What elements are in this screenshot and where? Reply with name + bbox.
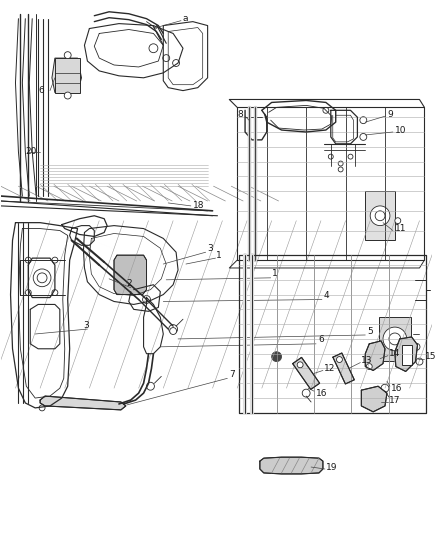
Text: 9: 9 bbox=[387, 110, 393, 119]
Text: 17: 17 bbox=[389, 395, 400, 405]
Circle shape bbox=[370, 206, 390, 225]
Circle shape bbox=[25, 257, 31, 263]
Text: 3: 3 bbox=[208, 244, 213, 253]
Polygon shape bbox=[333, 353, 354, 384]
Circle shape bbox=[413, 343, 420, 350]
Text: 19: 19 bbox=[326, 463, 337, 472]
Circle shape bbox=[52, 289, 58, 296]
Text: 3: 3 bbox=[84, 321, 89, 329]
Circle shape bbox=[39, 405, 45, 411]
Polygon shape bbox=[293, 358, 320, 390]
Circle shape bbox=[383, 327, 406, 351]
Text: 1: 1 bbox=[215, 251, 221, 260]
Text: 8: 8 bbox=[237, 110, 243, 119]
Text: 1: 1 bbox=[272, 269, 277, 278]
Polygon shape bbox=[361, 386, 387, 412]
Circle shape bbox=[302, 389, 310, 397]
Circle shape bbox=[338, 167, 343, 172]
Bar bbox=[365, 191, 395, 240]
Text: 15: 15 bbox=[425, 352, 437, 361]
Bar bbox=[379, 317, 410, 361]
Circle shape bbox=[328, 154, 333, 159]
Circle shape bbox=[360, 133, 367, 140]
Text: 16: 16 bbox=[316, 389, 328, 398]
Bar bbox=[55, 58, 80, 93]
Circle shape bbox=[375, 211, 385, 221]
Circle shape bbox=[389, 333, 401, 345]
Text: 20: 20 bbox=[25, 147, 37, 156]
Circle shape bbox=[297, 362, 303, 368]
Circle shape bbox=[37, 273, 47, 283]
Circle shape bbox=[52, 257, 58, 263]
Circle shape bbox=[336, 357, 343, 362]
Text: 18: 18 bbox=[193, 201, 205, 211]
Circle shape bbox=[147, 382, 155, 390]
Text: 7: 7 bbox=[230, 370, 235, 379]
Polygon shape bbox=[40, 396, 126, 410]
Circle shape bbox=[169, 325, 177, 334]
Polygon shape bbox=[395, 337, 417, 372]
Circle shape bbox=[25, 289, 31, 296]
Circle shape bbox=[348, 154, 353, 159]
Circle shape bbox=[173, 60, 180, 67]
Circle shape bbox=[395, 217, 401, 224]
Polygon shape bbox=[52, 58, 81, 93]
Circle shape bbox=[323, 107, 329, 114]
Bar bbox=[402, 345, 412, 365]
Circle shape bbox=[338, 161, 343, 166]
Circle shape bbox=[272, 352, 282, 361]
Circle shape bbox=[64, 52, 71, 59]
Circle shape bbox=[416, 358, 423, 365]
Text: 4: 4 bbox=[324, 291, 329, 300]
Circle shape bbox=[64, 92, 71, 99]
Polygon shape bbox=[365, 341, 385, 370]
Text: 12: 12 bbox=[324, 364, 335, 373]
Circle shape bbox=[149, 44, 158, 53]
Text: 6: 6 bbox=[38, 86, 44, 95]
Circle shape bbox=[170, 328, 177, 335]
Circle shape bbox=[360, 117, 367, 124]
Circle shape bbox=[143, 296, 151, 303]
Text: a: a bbox=[183, 14, 188, 23]
Text: 11: 11 bbox=[395, 224, 406, 233]
Text: 6: 6 bbox=[318, 335, 324, 344]
Circle shape bbox=[163, 55, 170, 61]
Polygon shape bbox=[260, 457, 323, 474]
Text: 13: 13 bbox=[361, 356, 373, 365]
Text: 16: 16 bbox=[391, 384, 403, 393]
Circle shape bbox=[366, 364, 372, 369]
Text: 5: 5 bbox=[367, 327, 373, 336]
Text: 14: 14 bbox=[389, 349, 400, 358]
Polygon shape bbox=[114, 255, 147, 295]
Text: 2: 2 bbox=[127, 279, 132, 288]
Text: 10: 10 bbox=[395, 126, 406, 134]
Circle shape bbox=[381, 384, 389, 392]
Circle shape bbox=[33, 269, 51, 287]
